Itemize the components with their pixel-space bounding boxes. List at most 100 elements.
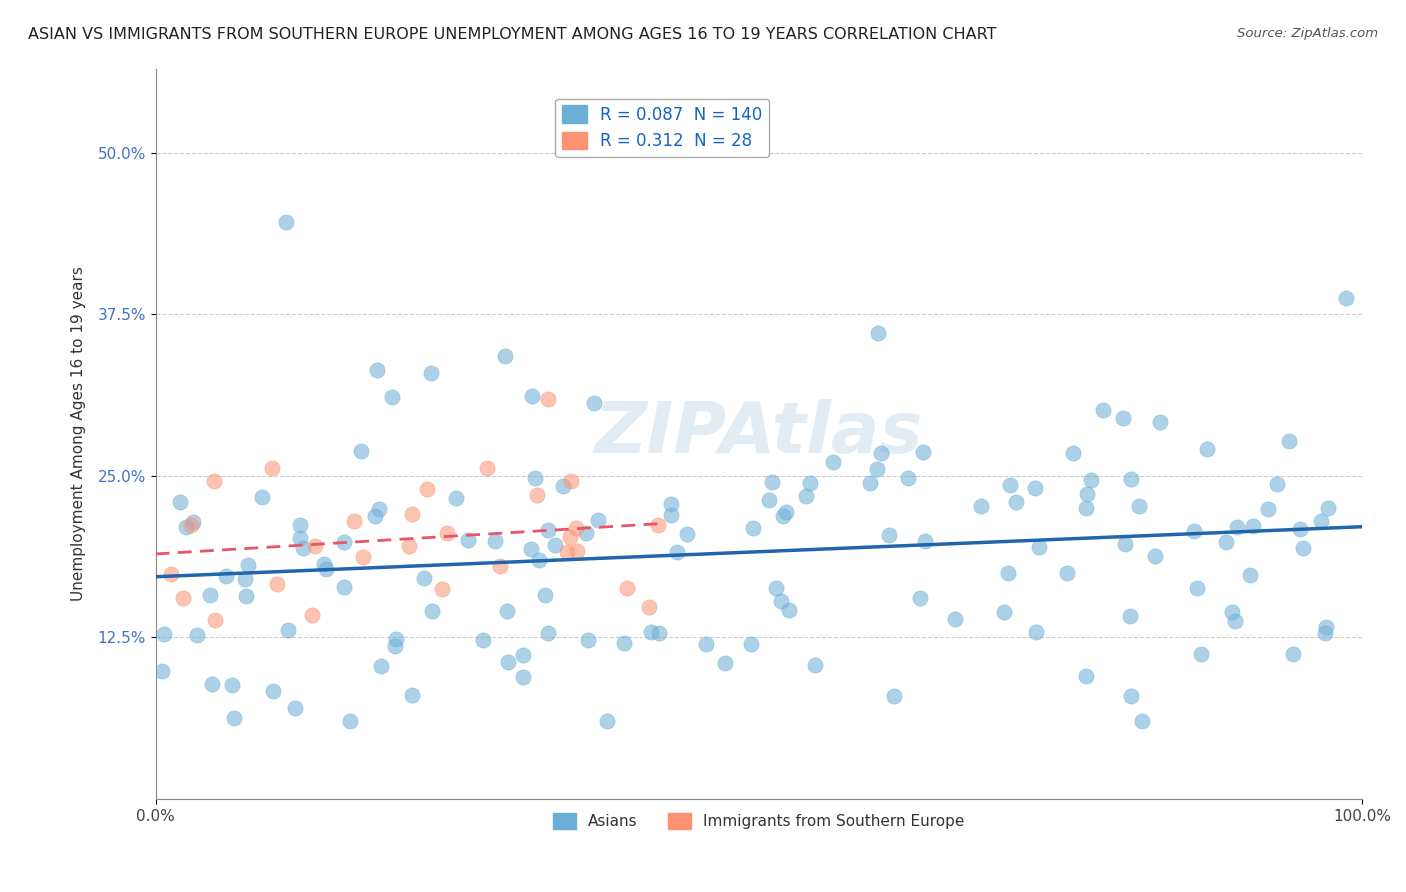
Point (914, 534, 936, 549)
Point (277, 623, 299, 637)
Point (778, 602, 800, 616)
Point (575, 525, 598, 540)
Point (416, 482, 439, 496)
Point (180, 518, 202, 533)
Point (496, 655, 519, 669)
Point (742, 521, 765, 535)
Point (512, 648, 534, 662)
Point (523, 471, 546, 485)
Point (1215, 535, 1237, 549)
Point (1028, 540, 1050, 554)
Point (1182, 524, 1205, 539)
Point (262, 461, 284, 475)
Point (1185, 582, 1208, 596)
Point (567, 543, 589, 558)
Point (153, 627, 176, 641)
Point (695, 637, 717, 651)
Point (446, 491, 468, 505)
Point (519, 542, 541, 557)
Point (1074, 668, 1097, 682)
Point (647, 517, 669, 532)
Point (765, 581, 787, 595)
Point (557, 545, 579, 559)
Point (1309, 515, 1331, 529)
Point (436, 525, 458, 540)
Point (1223, 615, 1246, 629)
Point (233, 572, 256, 586)
Point (291, 541, 314, 555)
Point (238, 558, 260, 572)
Point (740, 637, 762, 651)
Point (221, 678, 243, 692)
Point (370, 659, 392, 673)
Point (714, 657, 737, 671)
Point (537, 523, 560, 537)
Point (160, 566, 183, 581)
Point (675, 527, 697, 541)
Point (274, 215, 297, 229)
Point (198, 588, 221, 602)
Point (943, 612, 966, 626)
Point (586, 513, 609, 527)
Point (333, 580, 356, 594)
Point (596, 714, 619, 729)
Point (908, 591, 931, 605)
Point (412, 571, 434, 585)
Point (201, 677, 224, 691)
Point (288, 531, 311, 545)
Point (761, 475, 783, 489)
Point (398, 540, 420, 554)
Point (1222, 605, 1244, 619)
Point (489, 558, 512, 573)
Point (998, 477, 1021, 491)
Point (799, 475, 821, 490)
Point (1291, 541, 1313, 555)
Point (183, 515, 205, 529)
Point (970, 500, 993, 514)
Point (534, 588, 557, 602)
Point (352, 549, 374, 564)
Point (558, 530, 581, 544)
Point (1025, 625, 1047, 640)
Text: ZIPAtlas: ZIPAtlas (595, 400, 922, 468)
Point (266, 577, 288, 591)
Point (866, 326, 889, 341)
Point (339, 714, 361, 729)
Point (1080, 473, 1102, 487)
Point (758, 492, 780, 507)
Point (1195, 442, 1218, 457)
Point (1119, 689, 1142, 703)
Point (1316, 501, 1339, 516)
Point (471, 632, 494, 647)
Point (202, 475, 225, 489)
Point (896, 471, 918, 485)
Point (804, 658, 827, 673)
Point (496, 604, 519, 618)
Point (401, 688, 423, 702)
Point (859, 475, 882, 490)
Point (512, 670, 534, 684)
Point (665, 545, 688, 559)
Point (262, 683, 284, 698)
Point (172, 591, 194, 606)
Point (315, 562, 337, 576)
Point (333, 535, 356, 549)
Point (222, 711, 245, 725)
Point (494, 349, 516, 363)
Point (420, 604, 443, 618)
Point (1112, 411, 1135, 425)
Point (1056, 566, 1078, 580)
Point (290, 517, 312, 532)
Y-axis label: Unemployment Among Ages 16 to 19 years: Unemployment Among Ages 16 to 19 years (72, 266, 86, 601)
Text: Source: ZipAtlas.com: Source: ZipAtlas.com (1237, 27, 1378, 40)
Point (204, 613, 226, 627)
Point (616, 582, 638, 596)
Point (214, 568, 236, 582)
Point (350, 443, 373, 458)
Legend: Asians, Immigrants from Southern Europe: Asians, Immigrants from Southern Europe (547, 806, 970, 835)
Point (169, 495, 191, 509)
Point (1005, 495, 1028, 509)
Point (869, 445, 891, 459)
Point (1289, 522, 1312, 536)
Point (1241, 518, 1264, 533)
